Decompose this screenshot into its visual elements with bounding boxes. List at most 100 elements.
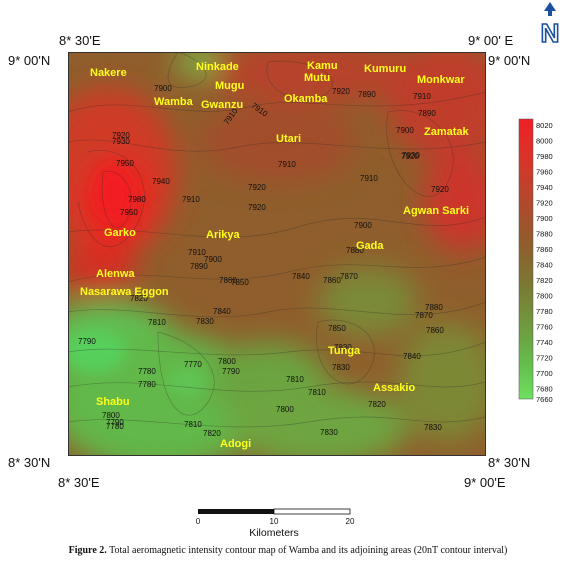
contour-label: 7880 — [425, 303, 443, 312]
colorbar-tick: 7780 — [536, 307, 553, 316]
aeromagnetic-map: 7900 7920 7910 7890 7910 7900 7890 7910 … — [68, 52, 486, 456]
contour-label: 7900 — [154, 84, 172, 93]
scale-segment-white — [273, 508, 351, 515]
contour-label: 7810 — [148, 318, 166, 327]
place-name: Monkwar — [417, 74, 465, 86]
contour-label: 7920 — [248, 183, 266, 192]
colorbar-tick: 7800 — [536, 292, 553, 301]
contour-label: 7840 — [292, 272, 310, 281]
contour-label: 7850 — [231, 278, 249, 287]
contour-label: 7910 — [278, 160, 296, 169]
contour-label: 7800 — [218, 357, 236, 366]
contour-label: 7950 — [116, 159, 134, 168]
colorbar-tick: 7680 — [536, 385, 553, 394]
colorbar-tick: 7740 — [536, 338, 553, 347]
contour-label: 7920 — [401, 152, 419, 161]
place-name: Nasarawa Eggon — [80, 286, 169, 298]
contour-label: 7920 — [112, 131, 130, 140]
contour-label: 7870 — [415, 311, 433, 320]
contour-label: 7920 — [248, 203, 266, 212]
place-name: Assakio — [373, 382, 415, 394]
place-name: Agwan Sarki — [403, 205, 469, 217]
scale-tick: 10 — [270, 517, 279, 526]
colorbar-tick: 7860 — [536, 245, 553, 254]
place-name: Mugu — [215, 80, 244, 92]
colorbar-tick: 7940 — [536, 183, 553, 192]
contour-label: 7840 — [403, 352, 421, 361]
contour-label: 7780 — [138, 367, 156, 376]
place-name: Shabu — [96, 396, 130, 408]
contour-label: 7950 — [120, 208, 138, 217]
contour-label: 7830 — [196, 317, 214, 326]
contour-label: 7830 — [320, 428, 338, 437]
contour-label: 7860 — [219, 276, 237, 285]
place-labels: Nakere Ninkade Kamu Mutu Kumuru Monkwar … — [80, 60, 470, 450]
place-name: Utari — [276, 133, 301, 145]
contour-label: 7870 — [340, 272, 358, 281]
contour-label: 7860 — [323, 276, 341, 285]
scale-segment-black — [198, 509, 274, 514]
map-frame — [68, 52, 486, 456]
contour-label: 7830 — [334, 343, 352, 352]
colorbar-tick: 8020 — [536, 121, 553, 130]
place-name: Adogi — [220, 438, 251, 450]
contour-label: 7890 — [190, 262, 208, 271]
place-name: Nakere — [90, 67, 127, 79]
contour-label: 7780 — [138, 380, 156, 389]
colorbar-tick: 8000 — [536, 137, 553, 146]
contour-label: 7980 — [128, 195, 146, 204]
place-name: Zamatak — [424, 126, 470, 138]
left-bottom-latitude: 8* 30'N — [8, 455, 51, 470]
colorbar-tick: 7900 — [536, 214, 553, 223]
scale-tick: 0 — [196, 517, 201, 526]
contour-label: 7820 — [203, 429, 221, 438]
bottom-left-longitude: 8* 30'E — [58, 475, 100, 490]
contour-label: 7940 — [152, 177, 170, 186]
contour-label: 7900 — [354, 221, 372, 230]
colorbar-tick: 7920 — [536, 199, 553, 208]
contour-label: 7850 — [328, 324, 346, 333]
contour-label: 7810 — [184, 420, 202, 429]
place-name: Arikya — [206, 229, 241, 241]
contour-label: 7840 — [213, 307, 231, 316]
place-name: Kumuru — [364, 63, 406, 75]
contour-label: 7780 — [106, 422, 124, 431]
figure-label: Figure 2. — [68, 545, 107, 556]
colorbar-tick: 7820 — [536, 276, 553, 285]
contour-label: 7830 — [332, 363, 350, 372]
north-arrow-icon: N — [540, 2, 560, 44]
intensity-colorbar: 8020 8000 7980 7960 7940 7920 7900 7880 … — [518, 118, 553, 404]
contour-label: 7920 — [431, 185, 449, 194]
colorbar-tick: 7660 — [536, 395, 553, 404]
place-name: Mutu — [304, 72, 330, 84]
place-name: Kamu — [307, 60, 338, 72]
contour-label: 7860 — [426, 326, 444, 335]
figure-caption-text: Total aeromagnetic intensity contour map… — [109, 545, 508, 556]
contour-label: 7920 — [332, 87, 350, 96]
scale-title: Kilometers — [249, 527, 299, 539]
contour-label: 7910 — [182, 195, 200, 204]
contour-label: 7800 — [276, 405, 294, 414]
colorbar-tick: 7720 — [536, 354, 553, 363]
place-name: Alenwa — [96, 268, 135, 280]
colorbar-tick: 7840 — [536, 261, 553, 270]
top-left-longitude: 8* 30'E — [59, 33, 101, 48]
contour-label: 7810 — [286, 375, 304, 384]
contour-label: 7930 — [112, 137, 130, 146]
north-letter: N — [541, 18, 560, 44]
top-right-longitude: 9* 00' E — [468, 33, 514, 48]
contour-label: 7910 — [413, 92, 431, 101]
contour-label: 7810 — [308, 388, 326, 397]
contour-label: 7790 — [78, 337, 96, 346]
place-name: Ninkade — [196, 61, 239, 73]
colorbar-tick: 7760 — [536, 323, 553, 332]
colorbar-tick: 7980 — [536, 152, 553, 161]
colorbar-tick: 7700 — [536, 369, 553, 378]
contour-label: 7790 — [222, 367, 240, 376]
scale-bar: 0 10 20 Kilometers — [196, 508, 355, 539]
colorbar-tick: 7960 — [536, 168, 553, 177]
colorbar-tick: 7880 — [536, 230, 553, 239]
place-name: Garko — [104, 227, 136, 239]
scale-tick: 20 — [346, 517, 355, 526]
figure-caption: Figure 2. Total aeromagnetic intensity c… — [18, 545, 558, 556]
